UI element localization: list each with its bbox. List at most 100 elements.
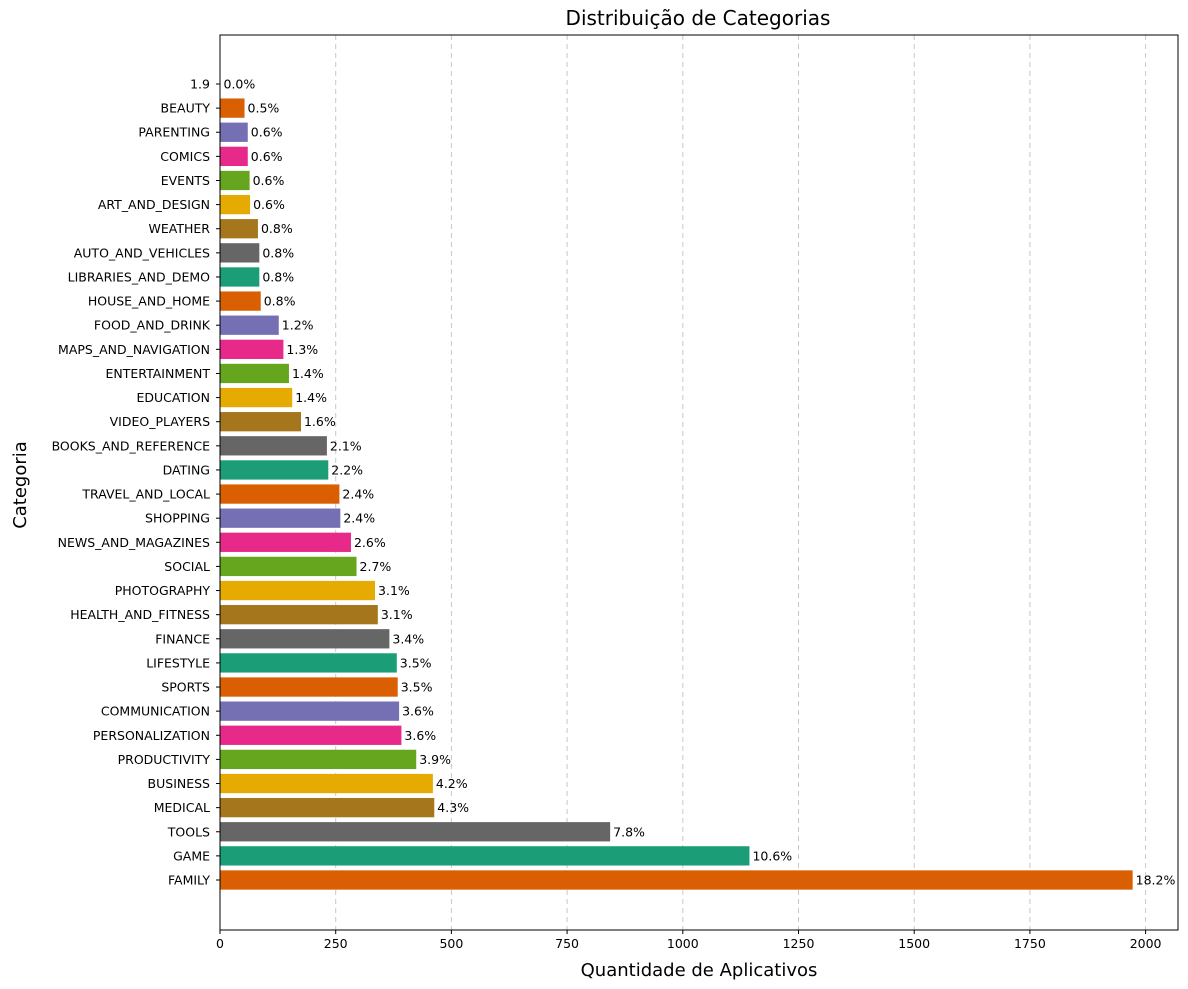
bar — [220, 605, 378, 625]
plot-frame — [219, 34, 1179, 931]
data-label: 2.1% — [330, 438, 362, 453]
data-label: 3.6% — [404, 728, 436, 743]
y-tick-label: SHOPPING — [145, 511, 210, 526]
data-label: 2.6% — [354, 535, 386, 550]
bar — [220, 98, 245, 118]
data-label: 0.6% — [251, 149, 283, 164]
data-label: 1.2% — [282, 318, 314, 333]
data-label: 2.7% — [360, 559, 392, 574]
data-label: 3.5% — [400, 655, 432, 670]
data-label: 0.6% — [251, 125, 283, 140]
y-tick-label: LIFESTYLE — [146, 655, 210, 670]
bar — [220, 243, 260, 263]
data-label: 10.6% — [752, 848, 792, 863]
x-tick-label: 1750 — [1014, 936, 1046, 951]
bar — [220, 339, 284, 359]
data-label: 0.5% — [248, 101, 280, 116]
y-tick-label: PARENTING — [138, 125, 210, 140]
chart-title: Distribuição de Categorias — [566, 6, 831, 30]
data-label: 7.8% — [613, 824, 645, 839]
y-tick-label: GAME — [173, 848, 210, 863]
y-tick-label: VIDEO_PLAYERS — [110, 414, 210, 429]
data-label: 0.8% — [261, 221, 293, 236]
y-tick-label: FOOD_AND_DRINK — [94, 318, 211, 333]
y-tick-labels: FAMILY GAME TOOLS MEDICAL BUSINESS PRODUCTIVI… — [52, 77, 220, 888]
y-tick-label: NEWS_AND_MAGAZINES — [58, 535, 210, 550]
data-label: 1.4% — [295, 390, 327, 405]
y-tick-label: SPORTS — [161, 680, 210, 695]
y-tick-label: EDUCATION — [137, 390, 211, 405]
bar — [220, 267, 260, 287]
bar — [220, 580, 376, 601]
bar — [220, 315, 279, 335]
bars — [220, 74, 1133, 890]
y-tick-label: HEALTH_AND_FITNESS — [70, 607, 210, 622]
bar — [220, 122, 248, 142]
y-tick-label: AUTO_AND_VEHICLES — [74, 245, 210, 260]
x-tick-labels: 0 250 500 750 1000 1250 1500 1750 2000 — [216, 930, 1162, 951]
y-tick-label: EVENTS — [161, 173, 210, 188]
data-label: 3.9% — [419, 752, 451, 767]
grid-lines — [335, 35, 1147, 930]
data-label: 1.6% — [304, 414, 336, 429]
x-axis-title: Quantidade de Aplicativos — [581, 960, 818, 981]
data-label: 2.2% — [331, 462, 363, 477]
data-label: 0.0% — [224, 77, 256, 92]
x-tick-label: 2000 — [1130, 936, 1162, 951]
bar — [220, 556, 357, 577]
y-tick-label: HOUSE_AND_HOME — [88, 294, 210, 309]
y-tick-label: MEDICAL — [154, 800, 210, 815]
y-tick-label: 1.9 — [190, 77, 210, 92]
data-label: 3.4% — [392, 631, 424, 646]
y-tick-label: PHOTOGRAPHY — [115, 583, 211, 598]
data-label: 3.6% — [402, 704, 434, 719]
bar — [220, 412, 301, 432]
bar — [220, 532, 351, 552]
bar — [220, 508, 341, 528]
bar — [220, 219, 258, 239]
data-label: 4.2% — [436, 776, 468, 791]
y-tick-label: COMICS — [160, 149, 210, 164]
y-tick-label: TRAVEL_AND_LOCAL — [81, 487, 210, 502]
bar — [220, 797, 435, 818]
bar — [220, 773, 433, 794]
x-tick-label: 0 — [216, 936, 224, 951]
bar — [220, 701, 400, 721]
bar — [220, 749, 417, 770]
bar — [220, 436, 327, 456]
y-axis-title: Categoria — [10, 441, 31, 529]
y-tick-label: ENTERTAINMENT — [106, 366, 211, 381]
x-tick-label: 500 — [439, 936, 463, 951]
bar — [220, 170, 250, 191]
bar — [220, 870, 1133, 890]
data-labels: 18.2% 10.6% 7.8% 4.3% 4.2% 3.9% 3.6% 3.6% 3.5% 3.… — [224, 77, 1176, 888]
data-label: 0.6% — [253, 173, 285, 188]
bar — [220, 846, 750, 866]
y-tick-label: PERSONALIZATION — [93, 728, 210, 743]
data-label: 1.4% — [292, 366, 324, 381]
y-tick-label: COMMUNICATION — [101, 704, 210, 719]
bar — [220, 363, 289, 384]
y-tick-label: MAPS_AND_NAVIGATION — [58, 342, 210, 357]
data-label: 0.6% — [253, 197, 285, 212]
y-tick-label: SOCIAL — [164, 559, 210, 574]
bar — [220, 677, 398, 697]
x-tick-label: 250 — [324, 936, 348, 951]
bar — [220, 291, 261, 311]
y-tick-label: LIBRARIES_AND_DEMO — [68, 269, 210, 284]
data-label: 3.1% — [378, 583, 410, 598]
y-tick-label: PRODUCTIVITY — [118, 752, 211, 767]
data-label: 3.5% — [401, 680, 433, 695]
y-tick-label: BOOKS_AND_REFERENCE — [52, 438, 211, 453]
bar — [220, 146, 248, 167]
y-tick-label: FAMILY — [168, 873, 210, 888]
bar — [220, 484, 340, 504]
bar — [220, 460, 329, 480]
data-label: 18.2% — [1136, 873, 1176, 888]
x-tick-label: 1000 — [667, 936, 699, 951]
bar — [220, 194, 251, 215]
bar — [220, 822, 611, 842]
x-tick-label: 750 — [555, 936, 579, 951]
bar — [220, 725, 402, 745]
